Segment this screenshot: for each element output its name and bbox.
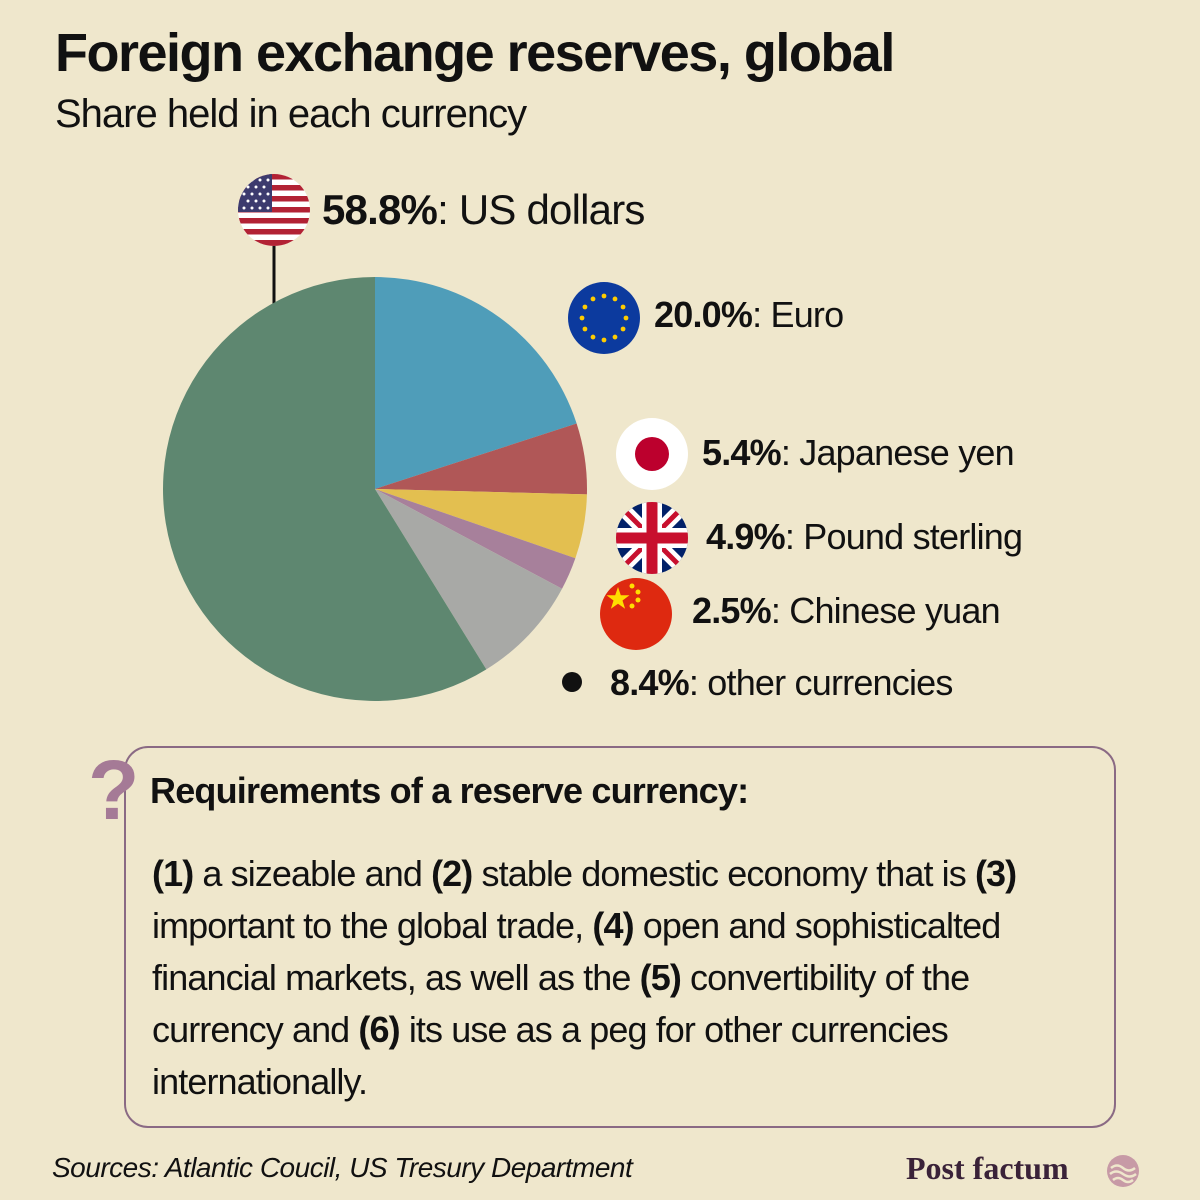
label-usd-name: US dollars <box>458 186 646 233</box>
req-seg-5: convertibility of the currency and <box>152 957 970 1050</box>
us-flag-icon <box>238 174 310 246</box>
china-flag-icon <box>600 578 672 650</box>
label-other-name: other currencies <box>707 662 953 703</box>
label-other: 8.4%: other currencies <box>610 662 953 703</box>
chart-subtitle: Share held in each currency <box>55 92 527 136</box>
req-num-4: (4) <box>592 905 634 946</box>
pie-slice-chinese-yuan <box>375 489 576 589</box>
pie-slice-euro <box>375 277 577 489</box>
pie-slice-other-currencies <box>375 489 563 670</box>
req-num-6: (6) <box>358 1009 400 1050</box>
pie-slice-us-dollars <box>163 277 487 701</box>
req-seg-3: important to the global trade, <box>152 905 593 946</box>
sources-note: Sources: Atlantic Coucil, US Tresury Dep… <box>52 1152 633 1183</box>
label-eur: 20.0%: Euro <box>654 294 844 335</box>
label-gbp-pct: 4.9% <box>706 516 786 557</box>
req-seg-1: a sizeable and <box>193 853 432 894</box>
eu-flag-icon <box>568 282 640 354</box>
label-gbp-name: Pound sterling <box>803 516 1023 557</box>
req-num-2: (2) <box>431 853 473 894</box>
label-jpy-name: Japanese yen <box>799 432 1014 473</box>
other-bullet-icon <box>562 672 582 692</box>
requirements-box <box>124 746 1116 1128</box>
label-eur-name: Euro <box>770 294 844 335</box>
pie-slice-japanese-yen <box>375 423 587 495</box>
brand-wave-icon <box>1107 1155 1139 1187</box>
uk-flag-icon <box>616 502 688 574</box>
label-other-pct: 8.4% <box>610 662 690 703</box>
label-jpy: 5.4%: Japanese yen <box>702 432 1015 473</box>
requirements-title: Requirements of a reserve currency: <box>150 770 749 811</box>
label-gbp: 4.9%: Pound sterling <box>706 516 1023 557</box>
label-usd: 58.8%: US dollars <box>322 186 646 233</box>
label-usd-pct: 58.8% <box>322 186 438 233</box>
req-num-3: (3) <box>974 853 1017 894</box>
label-cny-pct: 2.5% <box>692 590 772 631</box>
chart-title: Foreign exchange reserves, global <box>55 23 895 83</box>
req-seg-6: its use as a peg for other currencies in… <box>152 1009 949 1102</box>
label-cny: 2.5%: Chinese yuan <box>692 590 1001 631</box>
pie-slices <box>163 277 587 701</box>
requirements-text: (1) a sizeable and (2) stable domestic e… <box>152 848 1102 1108</box>
label-jpy-pct: 5.4% <box>702 432 782 473</box>
brand-logo-text: Post factum <box>906 1150 1069 1186</box>
req-seg-4: open and sophisticalted financial market… <box>152 905 1001 998</box>
japan-flag-icon <box>616 418 688 490</box>
req-seg-2: stable domestic economy that is <box>472 853 975 894</box>
question-mark-icon: ? <box>88 743 140 837</box>
req-num-5: (5) <box>639 957 682 998</box>
pie-slice-pound-sterling <box>375 489 587 559</box>
label-cny-name: Chinese yuan <box>789 590 1000 631</box>
req-num-1: (1) <box>152 853 194 894</box>
label-eur-pct: 20.0% <box>654 294 753 335</box>
